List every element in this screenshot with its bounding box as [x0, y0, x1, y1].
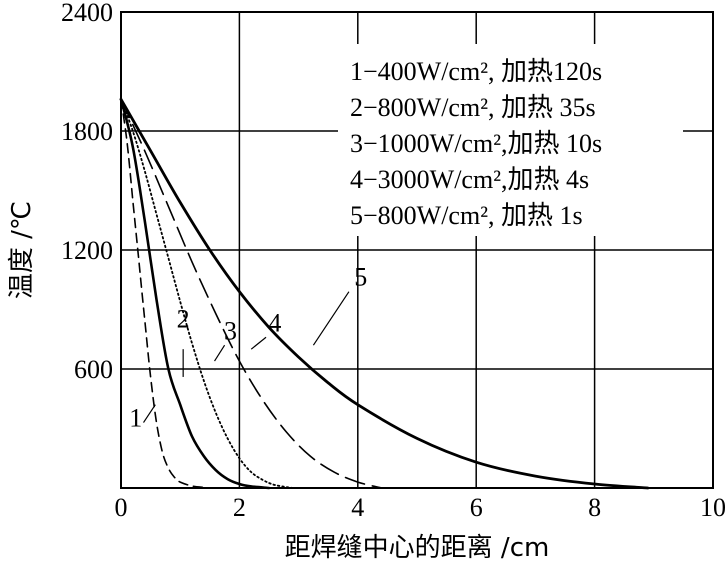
curve-label-2: 2: [177, 304, 190, 333]
plot-frame: [120, 11, 714, 489]
axis-titles: 距焊缝中心的距离 /cm 温度 /℃: [7, 201, 549, 563]
series-line-5: [119, 97, 650, 490]
series-line-1: [120, 98, 211, 489]
curve-label-4: 4: [268, 308, 281, 337]
curve-leader-3: [214, 344, 226, 362]
x-tick-label: 2: [233, 493, 246, 522]
curve-label-1: 1: [129, 404, 142, 433]
chart-series: [119, 97, 650, 490]
x-tick-label: 6: [470, 493, 483, 522]
y-tick-label: 1200: [61, 236, 113, 265]
y-tick-label: 2400: [61, 0, 113, 27]
y-tick-label: 1800: [61, 117, 113, 146]
x-tick-label: 4: [351, 493, 364, 522]
curve-labels: 1 2 3 4 5: [129, 263, 367, 433]
legend-box: [338, 44, 683, 236]
series-line-2: [119, 98, 271, 490]
x-tick-label: 8: [588, 493, 601, 522]
tick-labels: 0 2 4 6 8 10 600 1200 1800 2400: [61, 0, 726, 522]
curve-label-3: 3: [224, 316, 237, 345]
curve-leader-5: [312, 291, 350, 346]
x-tick-label: 0: [115, 493, 128, 522]
legend-entry: 5−800W/cm², 加热 1s: [350, 201, 583, 230]
legend: 1−400W/cm², 加热120s 2−800W/cm², 加热 35s 3−10…: [338, 44, 683, 236]
curve-label-5: 5: [354, 263, 367, 292]
x-axis-label: 距焊缝中心的距离 /cm: [285, 533, 550, 563]
legend-entry: 3−1000W/cm²,加热 10s: [350, 129, 602, 158]
series-line-4: [120, 98, 383, 489]
series-line-3: [120, 98, 294, 489]
y-tick-label: 600: [74, 355, 113, 384]
curve-leader-4: [250, 336, 267, 350]
legend-entry: 1−400W/cm², 加热120s: [350, 57, 602, 86]
y-axis-label: 温度 /℃: [7, 201, 37, 299]
legend-entry: 2−800W/cm², 加热 35s: [350, 93, 596, 122]
x-tick-label: 10: [700, 493, 726, 522]
curve-leader-1: [142, 404, 156, 423]
legend-entry: 4−3000W/cm²,加热 4s: [350, 165, 589, 194]
